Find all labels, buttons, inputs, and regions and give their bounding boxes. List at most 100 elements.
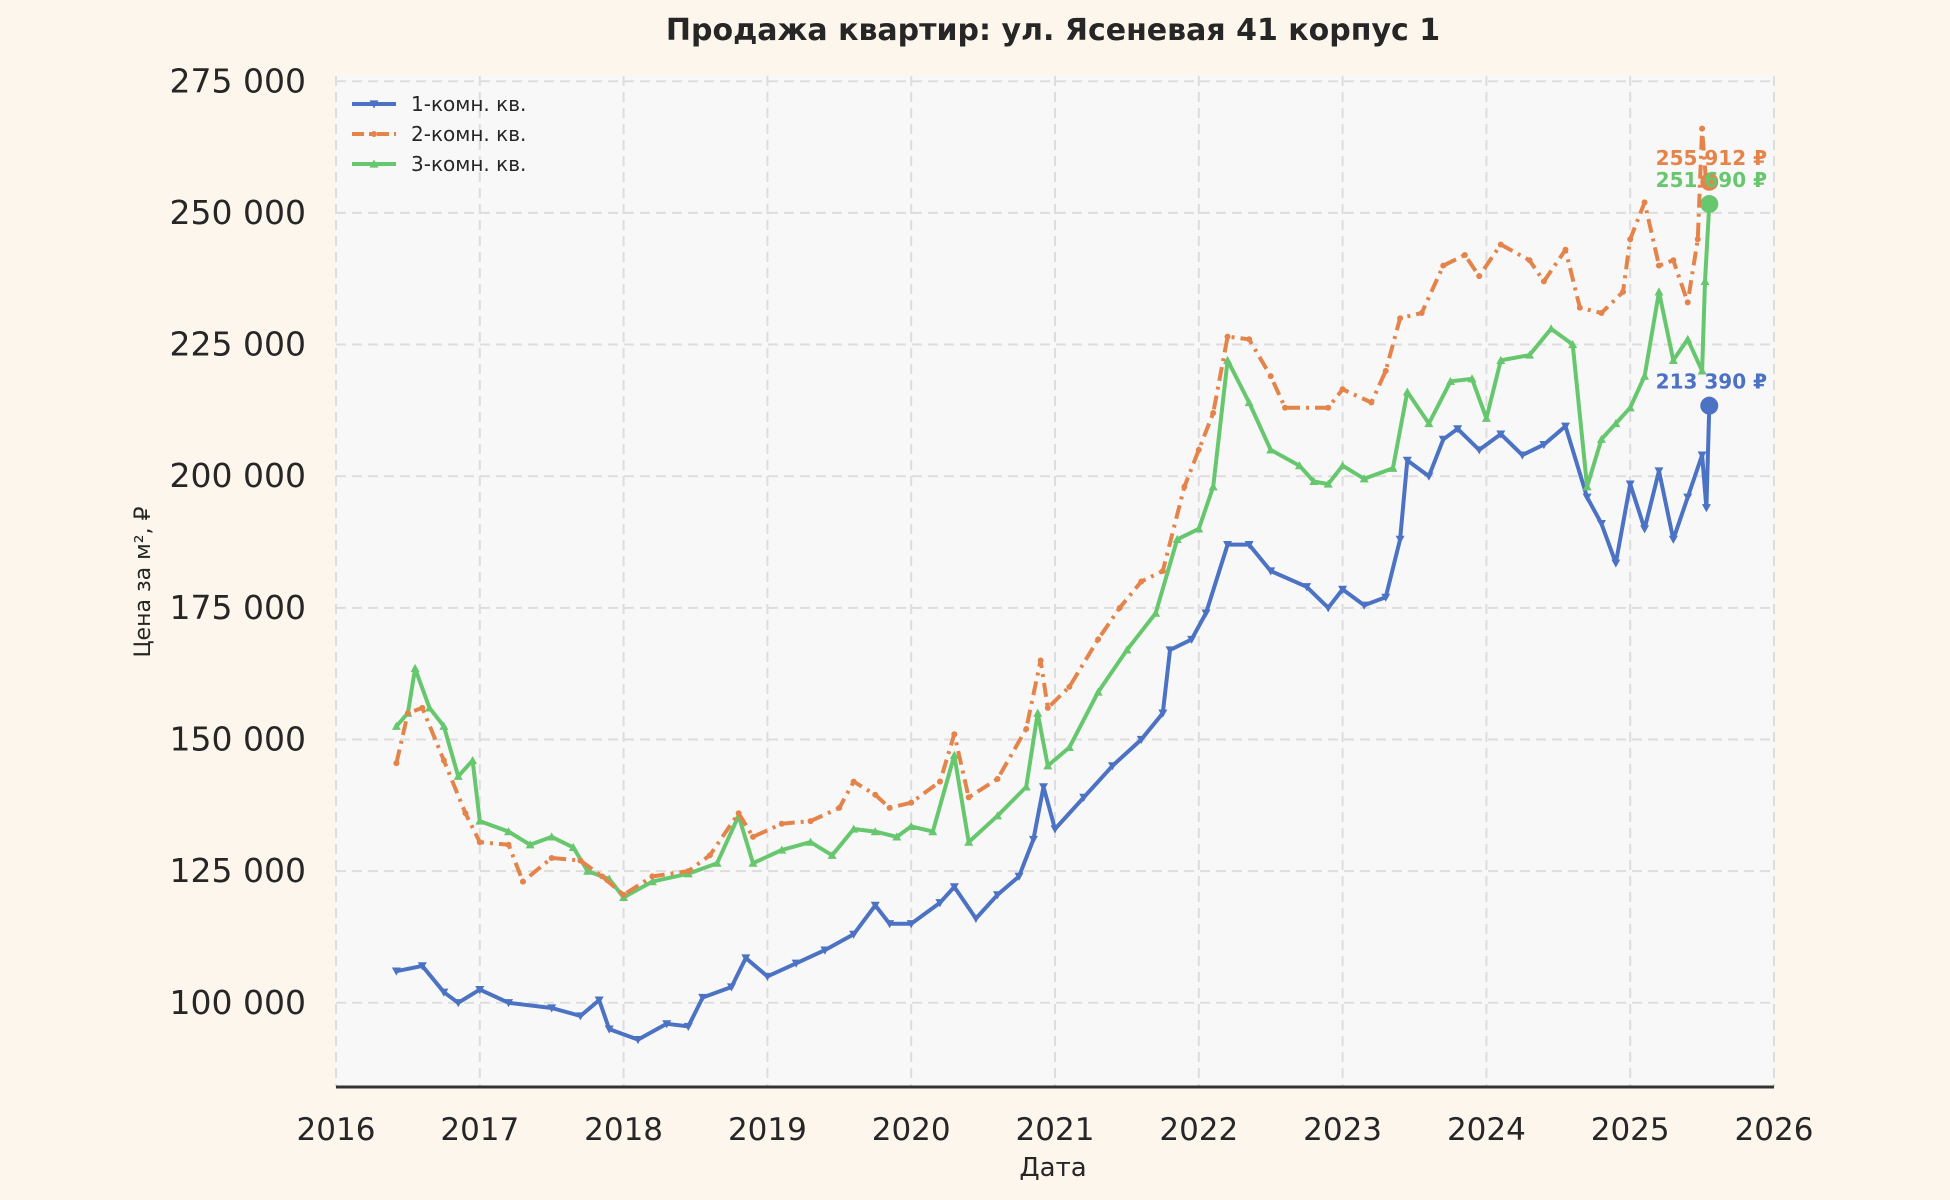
data-point (462, 810, 469, 817)
data-point (504, 999, 514, 1008)
data-point (807, 818, 814, 825)
data-point (1418, 309, 1425, 316)
data-point (1627, 236, 1634, 243)
data-point (1044, 704, 1051, 711)
data-point (949, 750, 959, 759)
y-tick-label: 125 000 (170, 851, 306, 890)
data-point (750, 833, 757, 840)
data-point (1323, 604, 1333, 613)
x-tick-label: 2026 (1735, 1112, 1814, 1148)
data-point (475, 816, 485, 825)
data-point (1625, 403, 1635, 412)
data-point (1453, 425, 1463, 434)
chart-title: Продажа квартир: ул. Ясеневая 41 корпус … (666, 13, 1440, 48)
series-2 (393, 125, 1719, 898)
data-point (1654, 467, 1664, 476)
data-point (525, 840, 535, 849)
y-axis-title: Цена за м², ₽ (131, 506, 156, 657)
data-point (1546, 324, 1556, 333)
data-point (393, 760, 400, 767)
data-point (1611, 419, 1621, 428)
data-point (1481, 413, 1491, 422)
data-point (1402, 387, 1412, 396)
data-point (1596, 519, 1606, 529)
data-point (577, 857, 584, 864)
legend-label: 2-комн. кв. (411, 122, 526, 146)
data-point (1697, 366, 1707, 375)
data-point (475, 985, 485, 995)
data-point (1122, 645, 1132, 654)
y-tick-label: 200 000 (170, 456, 306, 495)
data-point (1640, 525, 1650, 534)
data-point (568, 842, 578, 852)
data-point (439, 721, 449, 730)
last-value-label: 213 390 ₽ (1656, 370, 1767, 394)
data-point (1701, 504, 1711, 513)
data-point (1194, 524, 1204, 533)
data-point (1038, 783, 1048, 792)
data-point (726, 983, 736, 992)
data-point (1195, 446, 1202, 453)
data-point (1246, 336, 1253, 343)
data-point (849, 824, 859, 833)
data-point (806, 837, 816, 846)
data-point (504, 827, 514, 836)
last-value-label: 255 912 ₽ (1656, 146, 1767, 170)
last-point-dot (1700, 195, 1719, 214)
data-point (1325, 404, 1332, 411)
data-point (404, 710, 411, 717)
y-tick-label: 175 000 (170, 588, 306, 627)
data-point (1517, 451, 1527, 460)
data-point (453, 771, 463, 780)
series-line (394, 126, 1712, 897)
data-point (1438, 435, 1448, 444)
data-point (928, 827, 938, 836)
data-point (1654, 287, 1664, 296)
data-point (1066, 683, 1073, 690)
data-point (1338, 461, 1348, 470)
x-tick-label: 2022 (1159, 1112, 1238, 1148)
data-point (649, 873, 656, 880)
data-point (1640, 371, 1650, 380)
data-point (965, 794, 972, 801)
data-point (1467, 374, 1477, 383)
data-point (1108, 762, 1118, 771)
data-point (1093, 687, 1103, 696)
legend-item: 1-комн. кв. (352, 92, 526, 116)
data-point (417, 962, 427, 971)
data-point (712, 858, 722, 867)
data-point (836, 804, 843, 811)
data-point (1028, 835, 1038, 845)
data-point (685, 868, 692, 875)
data-point (1339, 386, 1346, 393)
data-point (1037, 657, 1044, 664)
data-point (604, 1025, 614, 1034)
data-point (964, 837, 974, 846)
data-point (1338, 585, 1348, 594)
data-point (1655, 262, 1662, 269)
data-point (791, 959, 801, 968)
data-point (440, 757, 447, 764)
data-point (1562, 246, 1569, 253)
data-point (1395, 535, 1405, 544)
data-point (505, 841, 512, 848)
data-point (1138, 578, 1145, 585)
data-point (1244, 541, 1254, 550)
data-point (1461, 252, 1468, 259)
data-point (849, 930, 859, 939)
data-point (949, 883, 959, 892)
data-point (1402, 456, 1412, 465)
grid (335, 76, 1775, 1087)
x-axis-title: Дата (1019, 1153, 1086, 1183)
data-point (1424, 419, 1434, 428)
data-point (971, 914, 981, 923)
data-point (547, 832, 557, 841)
data-point (1540, 278, 1547, 285)
data-point (453, 999, 463, 1008)
y-tick-label: 275 000 (170, 61, 306, 100)
data-point (419, 704, 426, 711)
data-point (1700, 276, 1710, 285)
data-point (1267, 373, 1274, 380)
data-point (936, 778, 943, 785)
